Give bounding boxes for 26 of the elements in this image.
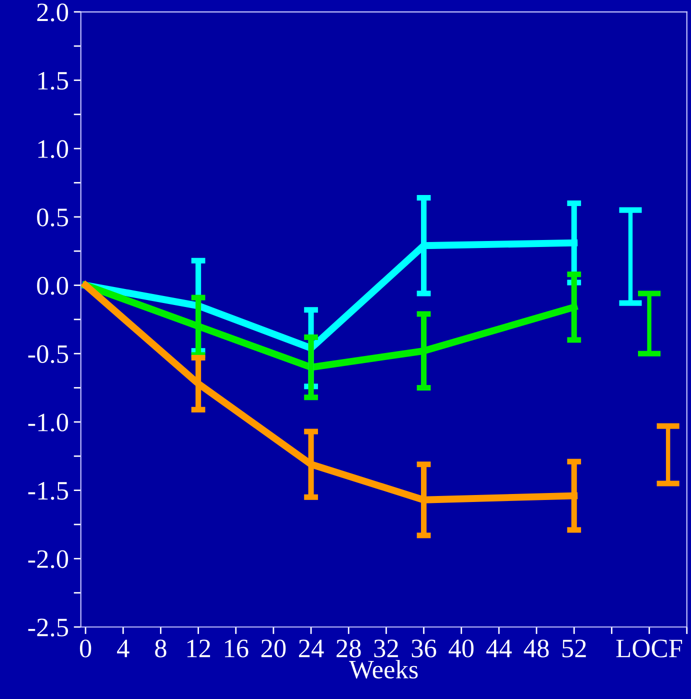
x-tick-label: 12: [187, 640, 210, 658]
x-tick-label: 44: [486, 640, 512, 658]
y-tick-label: 1.5: [38, 72, 68, 90]
x-tick-label: 40: [448, 640, 474, 658]
y-tick-label: -0.5: [28, 345, 68, 364]
x-tick-label: LOCF: [616, 640, 682, 658]
x-tick-label: 0: [80, 640, 92, 658]
x-tick-label: 28: [336, 640, 361, 658]
x-tick-label: 48: [524, 640, 549, 658]
y-tick-label: -2.0: [28, 550, 68, 568]
y-tick-label: 1.0: [38, 140, 68, 158]
y-tick-label: 0.0: [37, 276, 68, 295]
y-tick-label: -1.0: [28, 414, 68, 432]
x-tick-label: 16: [225, 640, 248, 658]
x-tick-label: 20: [261, 640, 286, 658]
y-tick-label: 0.5: [37, 208, 68, 226]
y-tick-label: 2.0: [37, 3, 68, 22]
x-tick-label: 52: [562, 640, 586, 658]
x-tick-label: 32: [374, 640, 398, 658]
x-tick-label: 8: [155, 640, 166, 658]
x-tick-label: 36: [412, 640, 436, 658]
y-tick-label: -2.5: [28, 618, 68, 637]
x-tick-label: 24: [299, 640, 324, 658]
x-tick-label: 4: [117, 640, 130, 658]
x-axis-title: Weeks: [349, 660, 418, 679]
y-tick-label: -1.5: [28, 482, 68, 500]
